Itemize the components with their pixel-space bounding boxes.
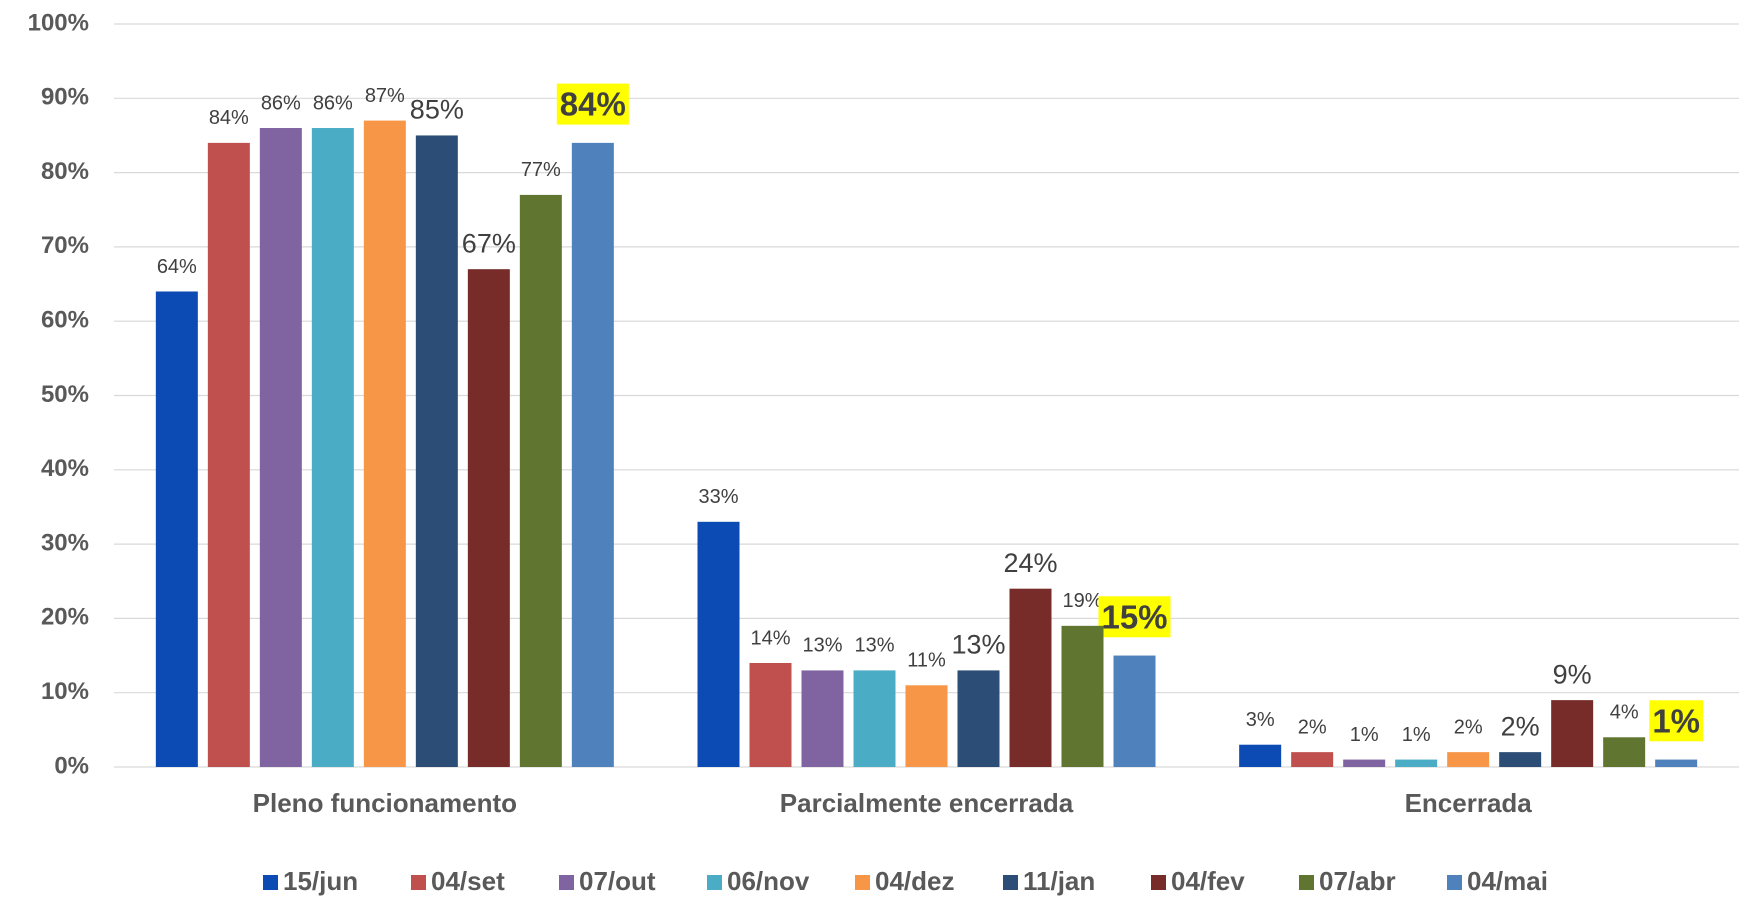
data-labels: 64%84%86% 86% 87% 85%67%77%84%33%14% 13% 13%1…: [157, 83, 1704, 746]
bar: [1447, 752, 1490, 767]
bar: [1395, 759, 1438, 767]
legend-label: 15/jun: [283, 866, 358, 896]
data-label: 4%: [1610, 702, 1639, 724]
legend-label: 06/nov: [727, 866, 810, 896]
data-label: 33%: [698, 486, 738, 508]
bar: [957, 670, 1000, 767]
y-tick-label: 60%: [41, 307, 89, 334]
bar: [749, 662, 792, 767]
legend-label: 04/dez: [875, 866, 955, 896]
data-label: 13%: [951, 630, 1005, 660]
bar: [697, 521, 740, 767]
legend-label: 07/abr: [1319, 866, 1396, 896]
y-tick-label: 100%: [28, 9, 89, 36]
y-tick-label: 40%: [41, 455, 89, 482]
data-label: 13%: [802, 635, 842, 657]
bar: [311, 128, 354, 767]
data-label: 14%: [750, 627, 790, 649]
x-tick-label: Pleno funcionamento: [253, 788, 517, 818]
legend-swatch: [707, 875, 722, 890]
bar: [207, 142, 250, 767]
legend-label: 07/out: [579, 866, 656, 896]
data-label: 2%: [1454, 716, 1483, 738]
y-tick-label: 50%: [41, 381, 89, 408]
bar: [155, 291, 198, 767]
bar: [467, 269, 510, 767]
data-label: 85%: [410, 95, 464, 125]
data-label: 11%: [907, 650, 946, 672]
data-label: 2%: [1501, 711, 1540, 741]
data-label: 67%: [462, 228, 516, 258]
bar: [905, 685, 948, 767]
legend-swatch: [1151, 875, 1166, 890]
data-label: 15%: [1101, 598, 1167, 635]
legend-swatch: [411, 875, 426, 890]
x-tick-label: Encerrada: [1405, 788, 1533, 818]
bar: [1551, 700, 1594, 767]
bar: [571, 142, 614, 767]
x-tick-label: Parcialmente encerrada: [780, 788, 1074, 818]
data-label: 1%: [1350, 724, 1379, 746]
bar: [1655, 759, 1698, 767]
bar: [1061, 625, 1104, 767]
bar: [259, 128, 302, 767]
data-label: 64%: [157, 256, 197, 278]
bar: [363, 120, 406, 768]
legend-label: 04/mai: [1467, 866, 1548, 896]
legend-label: 04/fev: [1171, 866, 1245, 896]
legend-swatch: [855, 875, 870, 890]
data-label: 9%: [1553, 659, 1592, 689]
bar: [1291, 752, 1334, 767]
legend-swatch: [1299, 875, 1314, 890]
y-tick-label: 0%: [54, 752, 89, 779]
data-label: 87%: [365, 85, 405, 107]
y-tick-label: 70%: [41, 232, 89, 259]
data-label: 13%: [854, 635, 894, 657]
data-label: 86%: [313, 92, 353, 114]
y-tick-label: 20%: [41, 604, 89, 631]
data-label: 84%: [209, 107, 249, 129]
label-highlight: [1098, 596, 1171, 638]
bar: [1239, 744, 1282, 767]
y-tick-label: 30%: [41, 529, 89, 556]
bar: [1009, 588, 1052, 767]
y-tick-label: 10%: [41, 678, 89, 705]
data-label: 19%: [1062, 590, 1102, 612]
legend-label: 11/jan: [1023, 866, 1095, 896]
bar: [1343, 759, 1386, 767]
label-highlight: [556, 83, 629, 125]
data-label: 86%: [261, 92, 301, 114]
bar: [1113, 655, 1156, 767]
data-label: 1%: [1652, 702, 1700, 739]
bar: [801, 670, 844, 767]
legend-label: 04/set: [431, 866, 505, 896]
data-label: 3%: [1246, 709, 1275, 731]
data-label: 24%: [1003, 548, 1057, 578]
legend-swatch: [559, 875, 574, 890]
data-label: 77%: [521, 159, 561, 181]
data-label: 1%: [1402, 724, 1431, 746]
legend-swatch: [263, 875, 278, 890]
data-label: 2%: [1298, 716, 1327, 738]
bar: [1499, 752, 1542, 767]
label-highlight: [1649, 700, 1704, 742]
y-tick-label: 90%: [41, 84, 89, 111]
y-tick-label: 80%: [41, 158, 89, 185]
bar: [853, 670, 896, 767]
data-label: 84%: [560, 86, 626, 123]
legend-swatch: [1003, 875, 1018, 890]
legend-swatch: [1447, 875, 1462, 890]
bar: [1603, 737, 1646, 767]
bar: [519, 194, 562, 767]
bar: [415, 135, 458, 767]
